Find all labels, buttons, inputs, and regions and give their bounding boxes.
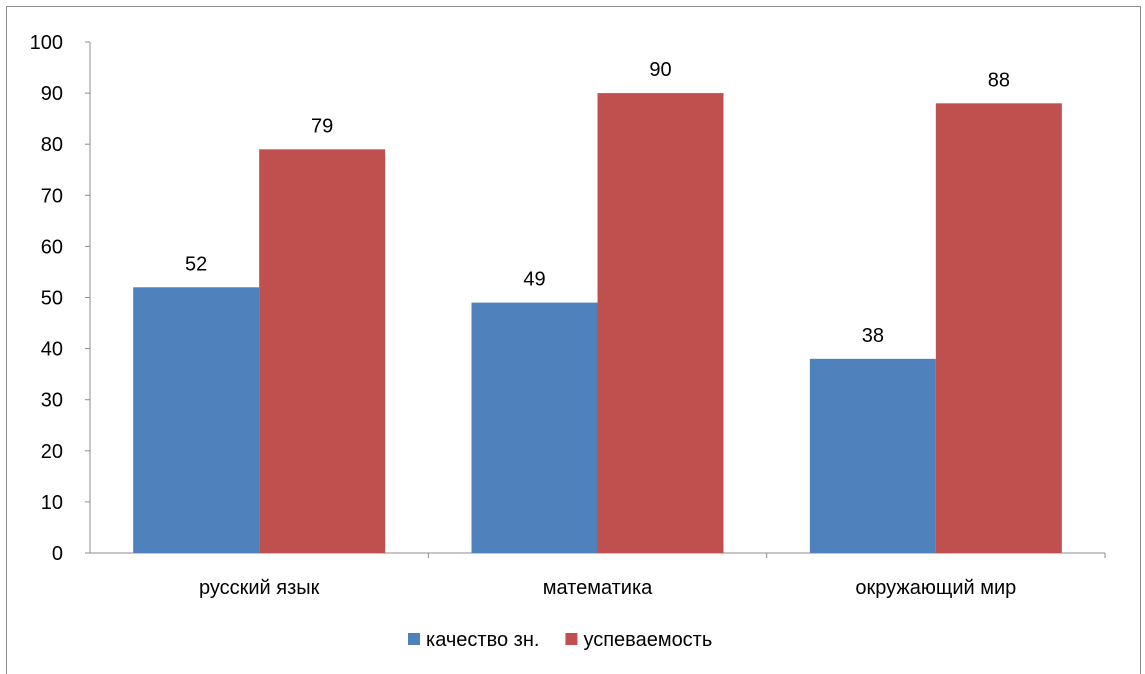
bar	[809, 358, 936, 553]
chart-labels: 52 79 49 90 38 88	[185, 59, 1010, 347]
x-tick-label: окружающий мир	[855, 577, 1016, 599]
bar	[133, 287, 260, 553]
data-label: 79	[311, 115, 333, 137]
legend-swatch	[565, 633, 578, 645]
legend-label: качество зн.	[426, 629, 539, 651]
data-label: 38	[862, 325, 884, 347]
y-tick-label: 20	[41, 441, 63, 463]
y-tick-label: 70	[41, 185, 63, 207]
chart-bars	[133, 93, 1062, 553]
y-tick-label: 40	[41, 339, 63, 361]
x-tick-label: русский язык	[199, 577, 320, 599]
legend-swatch	[408, 633, 420, 645]
y-tick-label: 30	[41, 390, 63, 412]
y-tick-label: 80	[41, 134, 63, 156]
y-tick-label: 100	[30, 32, 63, 54]
bar	[259, 149, 386, 553]
bar	[935, 103, 1062, 553]
y-tick-label: 90	[41, 83, 63, 105]
data-label: 90	[649, 59, 671, 81]
y-tick-label: 50	[41, 288, 63, 310]
x-tick-label: математика	[543, 577, 653, 599]
y-tick-label: 0	[52, 543, 63, 565]
y-tick-label: 60	[41, 236, 63, 258]
bar	[471, 302, 598, 553]
data-label: 49	[523, 269, 545, 291]
y-tick-label: 10	[41, 492, 63, 514]
chart-legend: качество зн. успеваемость	[408, 629, 712, 651]
data-label: 52	[185, 253, 207, 275]
data-label: 88	[988, 69, 1010, 91]
legend-label: успеваемость	[583, 629, 712, 651]
bar	[597, 93, 724, 553]
